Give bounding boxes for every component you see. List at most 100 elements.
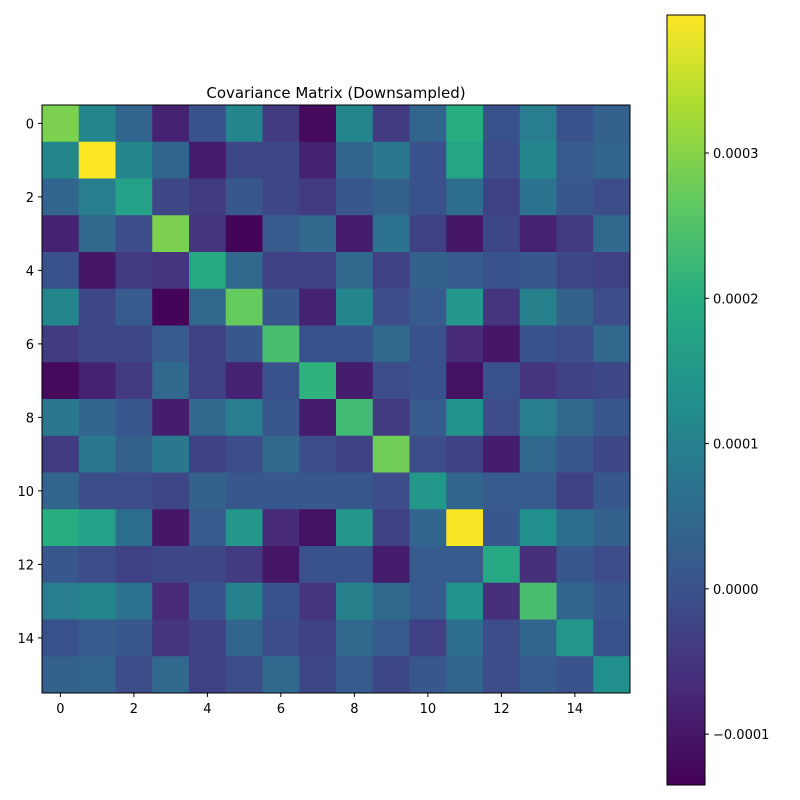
heatmap-cell [556,619,594,657]
heatmap-cell [336,215,374,253]
heatmap-cell [372,362,410,400]
heatmap-cell [593,325,631,363]
y-tick-label: 10 [17,485,34,500]
heatmap-cell [78,435,116,473]
heatmap-cell [42,656,80,694]
heatmap-cell [115,105,153,143]
colorbar-axis: −0.0001 0.0000 0.0001 0.0002 0.0003 [705,147,769,743]
heatmap-cell [483,141,521,179]
heatmap-cell [42,325,80,363]
heatmap-cell [519,509,557,547]
heatmap-cell [446,141,484,179]
heatmap-cell [262,325,300,363]
heatmap-cell [446,288,484,326]
heatmap-cell [409,582,447,620]
heatmap-cell [299,509,337,547]
heatmap-cell [519,399,557,437]
heatmap-cell [593,252,631,290]
heatmap-cell [593,582,631,620]
heatmap-cell [78,582,116,620]
heatmap-cell [152,619,190,657]
heatmap-cell [593,178,631,216]
heatmap-cell [115,215,153,253]
heatmap-cell [446,362,484,400]
heatmap-cell [519,546,557,584]
heatmap-cell [446,399,484,437]
heatmap-cell [42,582,80,620]
heatmap-cell [556,141,594,179]
heatmap-cell [152,509,190,547]
heatmap-cell [483,252,521,290]
heatmap-cell [78,509,116,547]
heatmap-cell [189,252,227,290]
heatmap-cell [556,546,594,584]
heatmap-cell [42,509,80,547]
heatmap-cell [152,435,190,473]
heatmap-cell [42,288,80,326]
heatmap-cell [556,509,594,547]
heatmap-cell [152,215,190,253]
heatmap-cell [42,546,80,584]
heatmap-cell [225,288,263,326]
heatmap-cell [336,509,374,547]
heatmap-cell [409,325,447,363]
heatmap-cell [593,472,631,510]
heatmap-cell [519,656,557,694]
heatmap-cell [225,215,263,253]
heatmap-cell [336,178,374,216]
heatmap-cell [409,362,447,400]
x-tick-label: 2 [130,702,138,717]
heatmap-cell [262,472,300,510]
heatmap-cell [262,288,300,326]
heatmap-cell [262,619,300,657]
heatmap-cell [519,178,557,216]
heatmap-cell [42,362,80,400]
x-tick-label: 8 [350,702,358,717]
heatmap-cell [336,288,374,326]
heatmap-cell [372,509,410,547]
heatmap-cell [115,472,153,510]
heatmap-cell [189,472,227,510]
heatmap-cell [336,546,374,584]
heatmap-cell [115,546,153,584]
heatmap-cell [372,178,410,216]
heatmap-cell [556,362,594,400]
heatmap-cell [556,325,594,363]
heatmap-cell [593,399,631,437]
heatmap-cell [225,472,263,510]
heatmap-cell [336,141,374,179]
heatmap-cell [519,288,557,326]
heatmap-cell [336,582,374,620]
heatmap-cell [372,472,410,510]
heatmap-cell [225,509,263,547]
heatmap-cell [152,178,190,216]
heatmap-cell [409,141,447,179]
heatmap-cell [225,141,263,179]
heatmap-cell [483,399,521,437]
x-tick-label: 10 [420,702,437,717]
heatmap-cell [152,656,190,694]
heatmap-cell [409,546,447,584]
heatmap-cell [372,252,410,290]
heatmap-cell [409,288,447,326]
heatmap-cell [225,325,263,363]
heatmap-cell [556,582,594,620]
heatmap-cell [299,619,337,657]
y-tick-label: 12 [17,558,34,573]
heatmap-cell [372,325,410,363]
heatmap-cell [42,178,80,216]
heatmap-cell [519,435,557,473]
heatmap-cell [42,215,80,253]
heatmap-cell [189,325,227,363]
heatmap-cell [299,399,337,437]
heatmap-cell [299,656,337,694]
heatmap-cell [42,435,80,473]
heatmap-cell [336,325,374,363]
x-axis: 0 2 4 6 8 10 12 14 [56,693,583,717]
heatmap-cell [262,215,300,253]
heatmap-cell [372,105,410,143]
heatmap-cell [372,215,410,253]
heatmap-cell [336,435,374,473]
heatmap-cell [152,252,190,290]
